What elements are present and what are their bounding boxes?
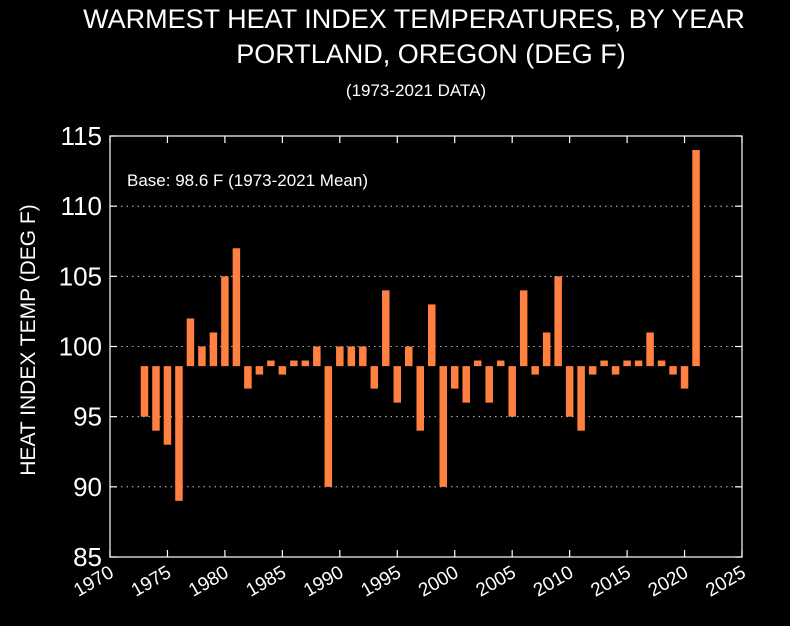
bar-2009 — [554, 276, 562, 367]
bar-1991 — [347, 346, 356, 367]
y-tick-label: 85 — [73, 542, 102, 572]
bar-1990 — [336, 346, 344, 367]
bar-1975 — [163, 366, 172, 445]
y-tick-label: 110 — [61, 191, 102, 221]
bars — [140, 150, 700, 501]
bar-1973 — [140, 366, 149, 417]
bar-1987 — [301, 360, 310, 367]
bar-1977 — [186, 318, 195, 367]
bar-2018 — [657, 360, 666, 367]
y-tick-label: 105 — [59, 261, 102, 291]
bar-1999 — [439, 366, 447, 487]
bar-2012 — [588, 366, 597, 375]
bar-1988 — [313, 346, 321, 367]
bar-1994 — [382, 290, 390, 367]
bar-2007 — [531, 366, 539, 375]
baseline-annotation: Base: 98.6 F (1973-2021 Mean) — [127, 171, 368, 190]
y-tick-label: 100 — [59, 332, 102, 362]
bar-2004 — [496, 360, 505, 367]
bar-1984 — [267, 360, 275, 367]
y-tick-label: 90 — [73, 472, 102, 502]
y-tick-labels: 85 90 95 100 105 110 115 — [59, 121, 102, 572]
axis-ticks — [109, 135, 743, 558]
bar-1985 — [278, 366, 287, 375]
bar-2010 — [565, 366, 574, 417]
bar-2019 — [669, 366, 677, 375]
bar-2013 — [600, 360, 608, 367]
bar-2003 — [485, 366, 493, 403]
chart-subtitle: (1973-2021 DATA) — [346, 81, 486, 100]
bar-2008 — [542, 332, 551, 367]
bar-1976 — [175, 366, 183, 501]
bar-1997 — [416, 366, 425, 431]
bar-2020 — [680, 366, 689, 389]
chart-title-line2: PORTLAND, OREGON (DEG F) — [236, 39, 626, 69]
bar-1995 — [393, 366, 402, 403]
bar-2015 — [623, 360, 631, 367]
bar-1982 — [244, 366, 252, 389]
bar-2021 — [692, 150, 700, 367]
bar-2017 — [646, 332, 654, 367]
chart-title: WARMEST HEAT INDEX TEMPERATURES, BY YEAR — [83, 4, 745, 34]
bar-1998 — [427, 304, 436, 367]
bar-1989 — [324, 366, 333, 487]
bar-2002 — [473, 360, 482, 367]
bar-1974 — [152, 366, 160, 431]
bar-1980 — [221, 276, 229, 367]
bar-2014 — [611, 366, 620, 375]
y-axis-label: HEAT INDEX TEMP (DEG F) — [17, 204, 40, 475]
bar-1979 — [209, 332, 218, 367]
bar-1978 — [198, 346, 206, 367]
bar-1993 — [370, 366, 379, 389]
bar-2005 — [508, 366, 516, 417]
bar-1986 — [290, 360, 298, 367]
bar-2000 — [450, 366, 459, 389]
bar-2001 — [462, 366, 470, 403]
bar-2011 — [577, 366, 585, 431]
bar-1983 — [255, 366, 264, 375]
bar-1992 — [359, 346, 367, 367]
bar-1981 — [232, 248, 241, 367]
y-tick-label: 95 — [73, 402, 102, 432]
y-tick-label: 115 — [61, 121, 102, 151]
bar-2016 — [634, 360, 643, 367]
bar-2006 — [519, 290, 528, 367]
bar-1996 — [405, 346, 413, 367]
